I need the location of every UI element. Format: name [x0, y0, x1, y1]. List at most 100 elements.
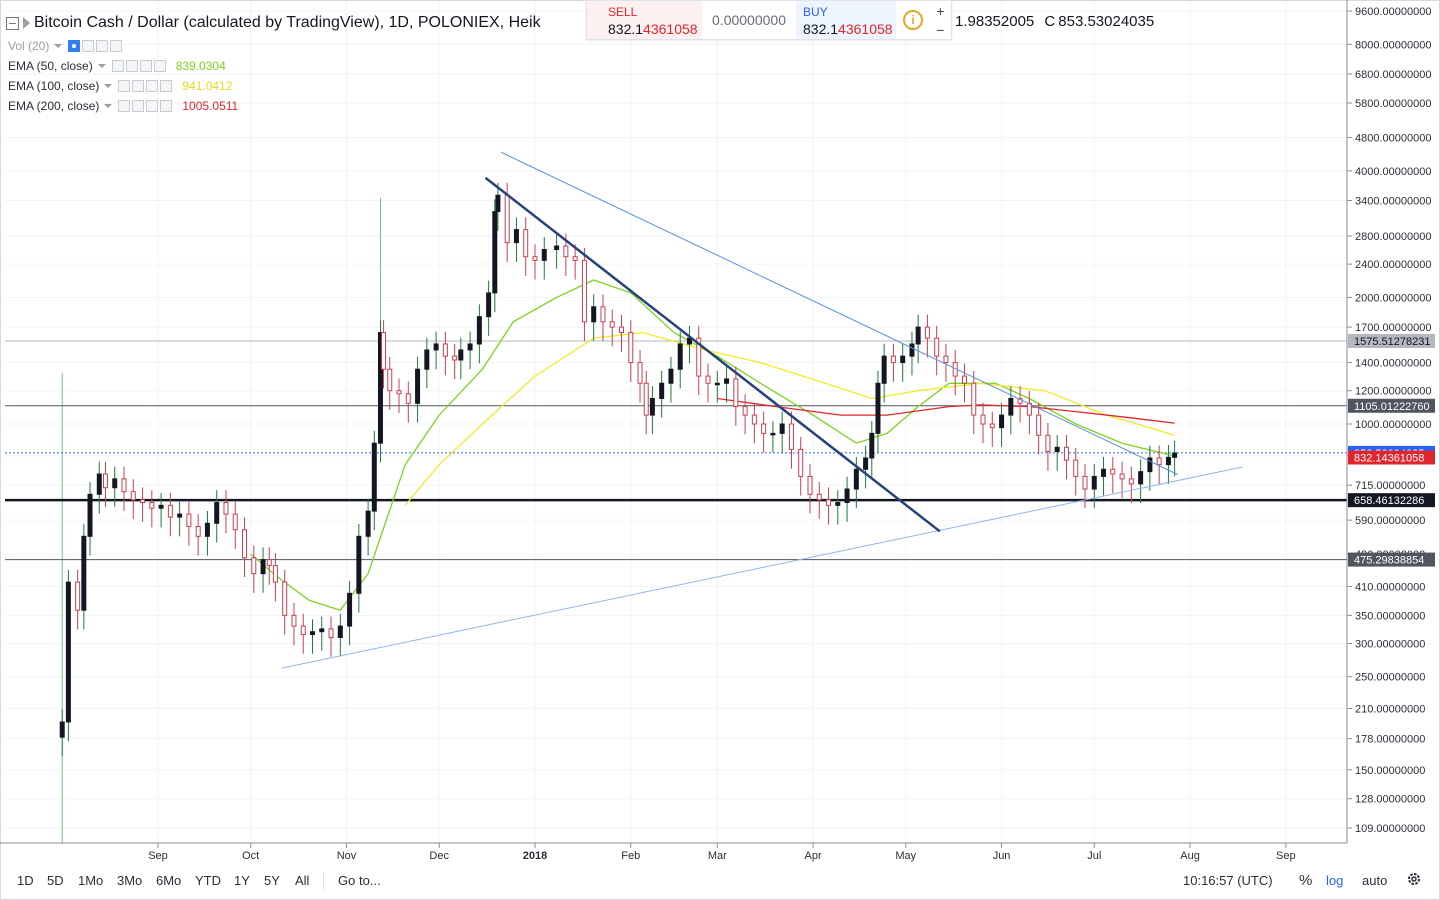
log-scale-toggle[interactable]: log	[1326, 873, 1344, 888]
study-value: 839.0304	[175, 59, 226, 73]
close-icon[interactable]	[160, 100, 173, 112]
plus-icon[interactable]: +	[936, 2, 945, 19]
settings-icon[interactable]	[82, 40, 95, 52]
candle-body	[881, 355, 887, 384]
range-1mo-button[interactable]: 1Mo	[78, 873, 104, 888]
candle-body	[733, 378, 739, 408]
range-3mo-button[interactable]: 3Mo	[117, 873, 143, 888]
candle-body	[943, 355, 949, 364]
candle-body	[492, 211, 498, 294]
price-tick-label: 1200.00000000	[1355, 386, 1431, 398]
goto-button[interactable]: Go to...	[338, 873, 381, 888]
eye-icon[interactable]	[68, 40, 81, 52]
chevron-down-icon[interactable]	[54, 44, 63, 48]
eye-icon[interactable]	[118, 100, 131, 112]
candle-body	[600, 306, 606, 323]
range-6mo-button[interactable]: 6Mo	[156, 873, 182, 888]
trend-line[interactable]	[500, 151, 1178, 475]
range-ytd-button[interactable]: YTD	[195, 873, 221, 888]
info-button[interactable]: i	[896, 1, 930, 39]
study-name: EMA (100, close)	[8, 79, 100, 93]
trend-lines[interactable]	[281, 151, 1243, 669]
flag-icon[interactable]	[23, 17, 30, 29]
price-label-box	[1348, 552, 1435, 567]
candle-body	[319, 628, 325, 633]
candle-body	[112, 478, 118, 489]
candle-body	[705, 375, 711, 384]
candle-body	[788, 423, 794, 450]
close-icon[interactable]	[160, 80, 173, 92]
price-axis[interactable]: 9600.00000000 8000.00000000 6800.00000000 5…	[1347, 6, 1431, 835]
candle-body	[1045, 434, 1051, 452]
collapse-icon[interactable]	[6, 16, 19, 30]
chevron-down-icon[interactable]	[104, 104, 113, 108]
time-axis[interactable]: Sep Oct Nov Dec 2018 Feb Mar Apr May Jun Jul Aug Sep	[148, 843, 1296, 862]
study-row-ema100[interactable]: EMA (100, close) 941.0412	[8, 76, 238, 96]
settings-icon[interactable]	[132, 100, 145, 112]
range-1d-button[interactable]: 1D	[17, 873, 34, 888]
range-5y-button[interactable]: 5Y	[264, 873, 280, 888]
more-icon[interactable]	[139, 60, 152, 72]
candle-body	[637, 362, 643, 384]
utc-clock[interactable]: 10:16:57 (UTC)	[1183, 873, 1273, 888]
buy-button[interactable]: BUY 832.14361058	[796, 1, 896, 39]
gear-icon[interactable]	[1405, 870, 1423, 891]
candle-body	[1119, 473, 1125, 480]
sell-button[interactable]: SELL 832.14361058	[587, 1, 702, 39]
more-icon[interactable]	[146, 80, 159, 92]
price-tick-label: 6800.00000000	[1355, 69, 1431, 81]
chevron-down-icon[interactable]	[97, 64, 106, 68]
ohlc-tail: 1.98352005	[955, 13, 1035, 30]
auto-scale-toggle[interactable]: auto	[1362, 873, 1388, 888]
eye-icon[interactable]	[118, 80, 131, 92]
chart-header: Bitcoin Cash / Dollar (calculated by Tra…	[6, 12, 541, 34]
candle-body	[96, 473, 102, 495]
buy-price-tail: 4361058	[838, 21, 893, 37]
candle-body	[223, 502, 229, 515]
price-tick-label: 2000.00000000	[1355, 292, 1431, 304]
eye-icon[interactable]	[111, 60, 124, 72]
study-value: 941.0412	[182, 79, 233, 93]
candle-body	[989, 423, 995, 429]
candle-body	[853, 468, 859, 490]
more-icon[interactable]	[96, 40, 109, 52]
candle-body	[869, 432, 875, 459]
candle-body	[381, 332, 387, 370]
study-name: EMA (200, close)	[8, 99, 100, 113]
range-all-button[interactable]: All	[295, 873, 310, 888]
spread-value: 0.00000000	[712, 12, 786, 28]
more-icon[interactable]	[146, 100, 159, 112]
trend-line[interactable]	[484, 176, 941, 533]
chevron-down-icon[interactable]	[104, 84, 113, 88]
time-tick-label: Sep	[148, 850, 168, 862]
price-tick-label: 1000.00000000	[1355, 419, 1431, 431]
bottom-toolbar: 1D 5D 1Mo 3Mo 6Mo YTD 1Y 5Y All Go to...…	[0, 866, 1440, 896]
candle-body	[714, 382, 720, 386]
study-row-ema50[interactable]: EMA (50, close) 839.0304	[8, 56, 238, 76]
settings-icon[interactable]	[125, 60, 138, 72]
study-row-ema200[interactable]: EMA (200, close) 1005.0511	[8, 96, 238, 116]
close-icon[interactable]	[153, 60, 166, 72]
candle-body	[1008, 397, 1014, 416]
study-name: Vol (20)	[8, 39, 50, 53]
range-5d-button[interactable]: 5D	[47, 873, 64, 888]
candle-body	[1110, 468, 1116, 475]
candle-body	[452, 355, 458, 361]
price-tick-label: 150.00000000	[1355, 765, 1425, 777]
candle-body	[779, 423, 785, 434]
percent-scale-toggle[interactable]: %	[1299, 872, 1313, 889]
range-1y-button[interactable]: 1Y	[234, 873, 250, 888]
minus-icon[interactable]: −	[936, 21, 945, 38]
candle-body	[628, 332, 634, 364]
study-value: 1005.0511	[182, 99, 239, 113]
close-icon[interactable]	[110, 40, 123, 52]
candle-body	[266, 559, 272, 567]
candle-body	[980, 414, 986, 425]
study-row-volume[interactable]: Vol (20)	[8, 36, 238, 56]
price-label-box	[1348, 450, 1435, 465]
horizontal-levels[interactable]	[5, 340, 1347, 561]
candle-body	[1128, 478, 1134, 485]
settings-icon[interactable]	[132, 80, 145, 92]
trend-line[interactable]	[281, 466, 1243, 669]
